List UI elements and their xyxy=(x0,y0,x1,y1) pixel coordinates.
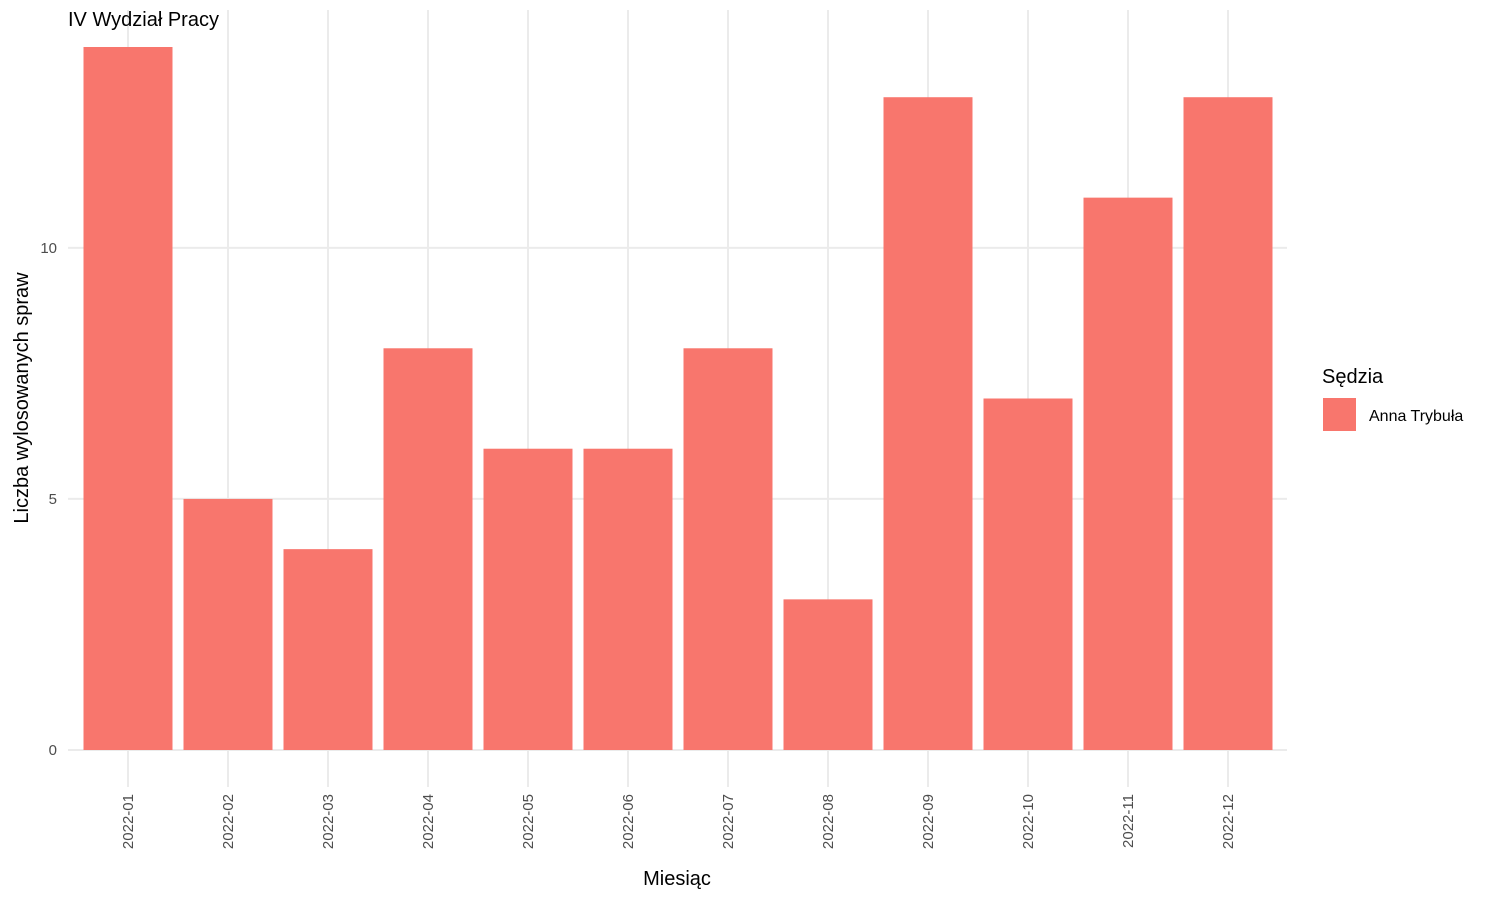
y-tick-label: 10 xyxy=(40,240,57,257)
x-tick-label: 2022-10 xyxy=(1020,794,1037,849)
y-tick-label: 0 xyxy=(49,742,57,759)
x-tick-label: 2022-07 xyxy=(720,794,737,849)
x-tick-label: 2022-12 xyxy=(1220,794,1237,849)
bar xyxy=(1083,197,1173,751)
x-tick-label: 2022-04 xyxy=(420,794,437,849)
legend: Sędzia Anna Trybuła xyxy=(1322,366,1463,431)
bar xyxy=(83,47,173,750)
bar xyxy=(183,498,273,750)
x-tick-label: 2022-08 xyxy=(820,794,837,849)
bar xyxy=(783,599,873,750)
bar xyxy=(883,97,973,750)
x-tick-label: 2022-06 xyxy=(620,794,637,849)
y-axis-title: Liczba wylosowanych spraw xyxy=(11,272,33,524)
x-tick-label: 2022-11 xyxy=(1120,794,1137,848)
bar xyxy=(383,348,473,750)
bar xyxy=(983,398,1073,750)
x-tick-label: 2022-01 xyxy=(120,794,137,849)
x-axis-title: Miesiąc xyxy=(643,868,711,890)
x-tick-label: 2022-09 xyxy=(920,794,937,849)
legend-title: Sędzia xyxy=(1322,366,1384,388)
x-tick-label: 2022-02 xyxy=(220,794,237,849)
bar xyxy=(283,549,373,750)
x-tick-label: 2022-05 xyxy=(520,794,537,849)
bar xyxy=(683,348,773,750)
bars xyxy=(83,47,1273,751)
chart-title: IV Wydział Pracy xyxy=(68,9,219,31)
x-tick-label: 2022-03 xyxy=(320,794,337,849)
x-tick-labels: 2022-01 2022-02 2022-03 2022-04 2022-05 2022-… xyxy=(120,794,1237,849)
bar xyxy=(483,448,573,750)
y-tick-label: 5 xyxy=(49,491,57,508)
legend-label: Anna Trybuła xyxy=(1369,408,1463,425)
bar xyxy=(1183,97,1273,750)
legend-swatch xyxy=(1323,398,1356,431)
bar xyxy=(583,448,673,750)
y-tick-labels: 0 5 10 xyxy=(40,240,57,759)
